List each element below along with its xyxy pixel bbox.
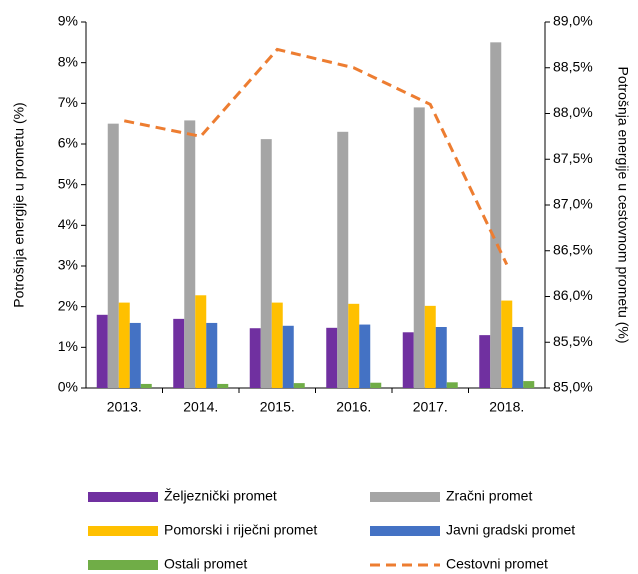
x-tick-label: 2018. xyxy=(489,399,524,415)
bar xyxy=(446,382,458,388)
y2-tick-label: 86,0% xyxy=(553,287,593,303)
bar xyxy=(140,383,152,388)
y2-tick-label: 85,0% xyxy=(553,379,593,395)
bar xyxy=(195,295,207,388)
x-tick-label: 2015. xyxy=(260,399,295,415)
x-tick-label: 2013. xyxy=(107,399,142,415)
bar xyxy=(249,328,261,388)
bar xyxy=(271,302,283,388)
x-tick-label: 2014. xyxy=(183,399,218,415)
y-tick-label: 9% xyxy=(58,13,78,29)
y-tick-label: 3% xyxy=(58,257,78,273)
bar xyxy=(370,382,382,388)
legend-label: Željeznički promet xyxy=(164,488,277,504)
y2-tick-label: 87,0% xyxy=(553,196,593,212)
y2-tick-label: 85,5% xyxy=(553,333,593,349)
legend-label: Cestovni promet xyxy=(446,556,548,572)
bar xyxy=(479,335,491,388)
y-tick-label: 7% xyxy=(58,94,78,110)
y2-tick-label: 88,0% xyxy=(553,104,593,120)
legend-swatch xyxy=(88,526,158,536)
bar xyxy=(490,42,502,388)
bar xyxy=(402,332,414,388)
legend-label: Javni gradski promet xyxy=(446,522,575,538)
x-tick-label: 2017. xyxy=(413,399,448,415)
y-tick-label: 2% xyxy=(58,297,78,313)
bar xyxy=(206,322,218,388)
bar xyxy=(348,303,360,388)
bar xyxy=(173,318,185,388)
bar xyxy=(293,383,305,388)
y-tick-label: 8% xyxy=(58,53,78,69)
y2-axis-title: Potrošnja energije u cestovnom prometu (… xyxy=(615,66,631,343)
y-tick-label: 1% xyxy=(58,338,78,354)
legend-swatch xyxy=(370,492,440,502)
bar xyxy=(96,314,108,388)
x-tick-label: 2016. xyxy=(336,399,371,415)
bar xyxy=(107,123,119,389)
bar xyxy=(424,305,436,388)
bar xyxy=(282,325,294,388)
bar xyxy=(501,300,513,388)
bar xyxy=(512,327,524,388)
bar xyxy=(337,131,349,389)
bar xyxy=(260,139,272,388)
legend-swatch xyxy=(88,492,158,502)
bar xyxy=(118,302,130,388)
y2-tick-label: 86,5% xyxy=(553,241,593,257)
bar xyxy=(435,327,447,388)
bar xyxy=(523,381,535,388)
y-tick-label: 5% xyxy=(58,175,78,191)
legend-label: Pomorski i riječni promet xyxy=(164,522,317,538)
y2-tick-label: 87,5% xyxy=(553,150,593,166)
y2-tick-label: 88,5% xyxy=(553,58,593,74)
y-axis-title: Potrošnja energije u prometu (%) xyxy=(11,102,27,307)
bar xyxy=(413,107,425,389)
legend-swatch xyxy=(88,560,158,570)
legend-label: Zračni promet xyxy=(446,488,532,504)
bar xyxy=(326,327,338,388)
line-series xyxy=(123,47,509,266)
bar xyxy=(129,322,141,388)
y-tick-label: 0% xyxy=(58,379,78,395)
y-tick-label: 6% xyxy=(58,135,78,151)
bar xyxy=(359,324,371,388)
y-tick-label: 4% xyxy=(58,216,78,232)
legend-label: Ostali promet xyxy=(164,556,247,572)
y2-tick-label: 89,0% xyxy=(553,13,593,29)
bar xyxy=(217,383,229,388)
bar xyxy=(184,120,196,388)
legend-swatch xyxy=(370,526,440,536)
